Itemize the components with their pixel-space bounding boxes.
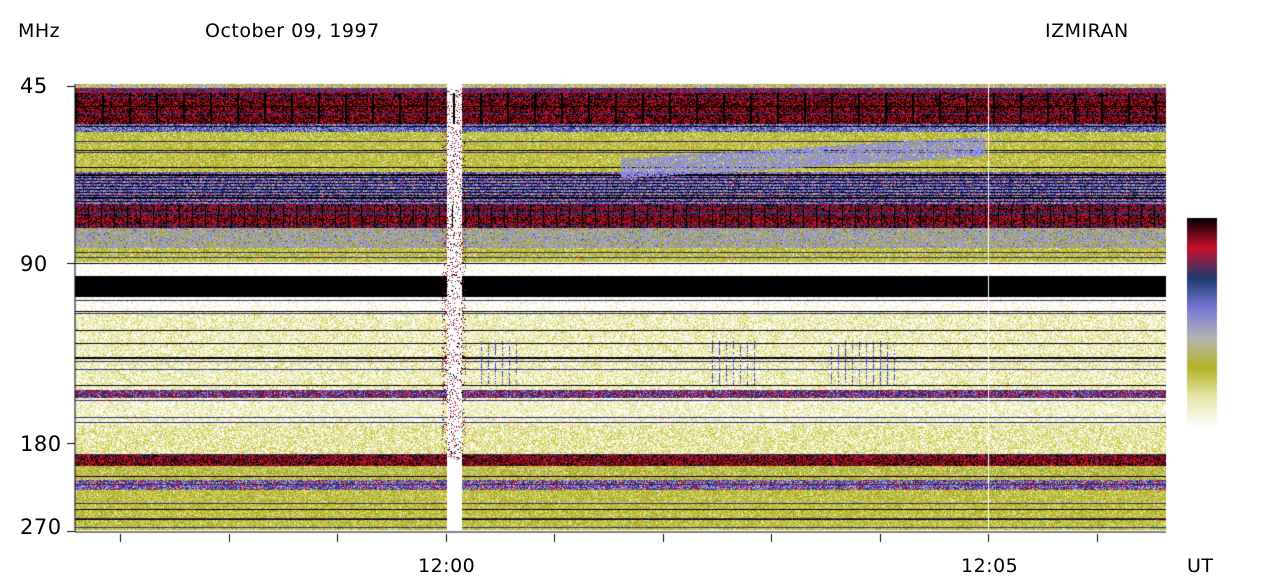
date-title: October 09, 1997 <box>205 20 380 42</box>
y-tick-label-90: 90 <box>20 252 48 276</box>
x-tick-label-1200: 12:00 <box>418 555 476 577</box>
x-axis-unit: UT <box>1187 555 1214 577</box>
unit-label: MHz <box>18 20 61 42</box>
x-tick-label-1205: 12:05 <box>961 555 1019 577</box>
station-label: IZMIRAN <box>1045 20 1129 42</box>
y-tick-label-45: 45 <box>20 74 48 98</box>
y-tick-label-180: 180 <box>20 432 62 456</box>
y-tick-label-270: 270 <box>20 515 62 539</box>
